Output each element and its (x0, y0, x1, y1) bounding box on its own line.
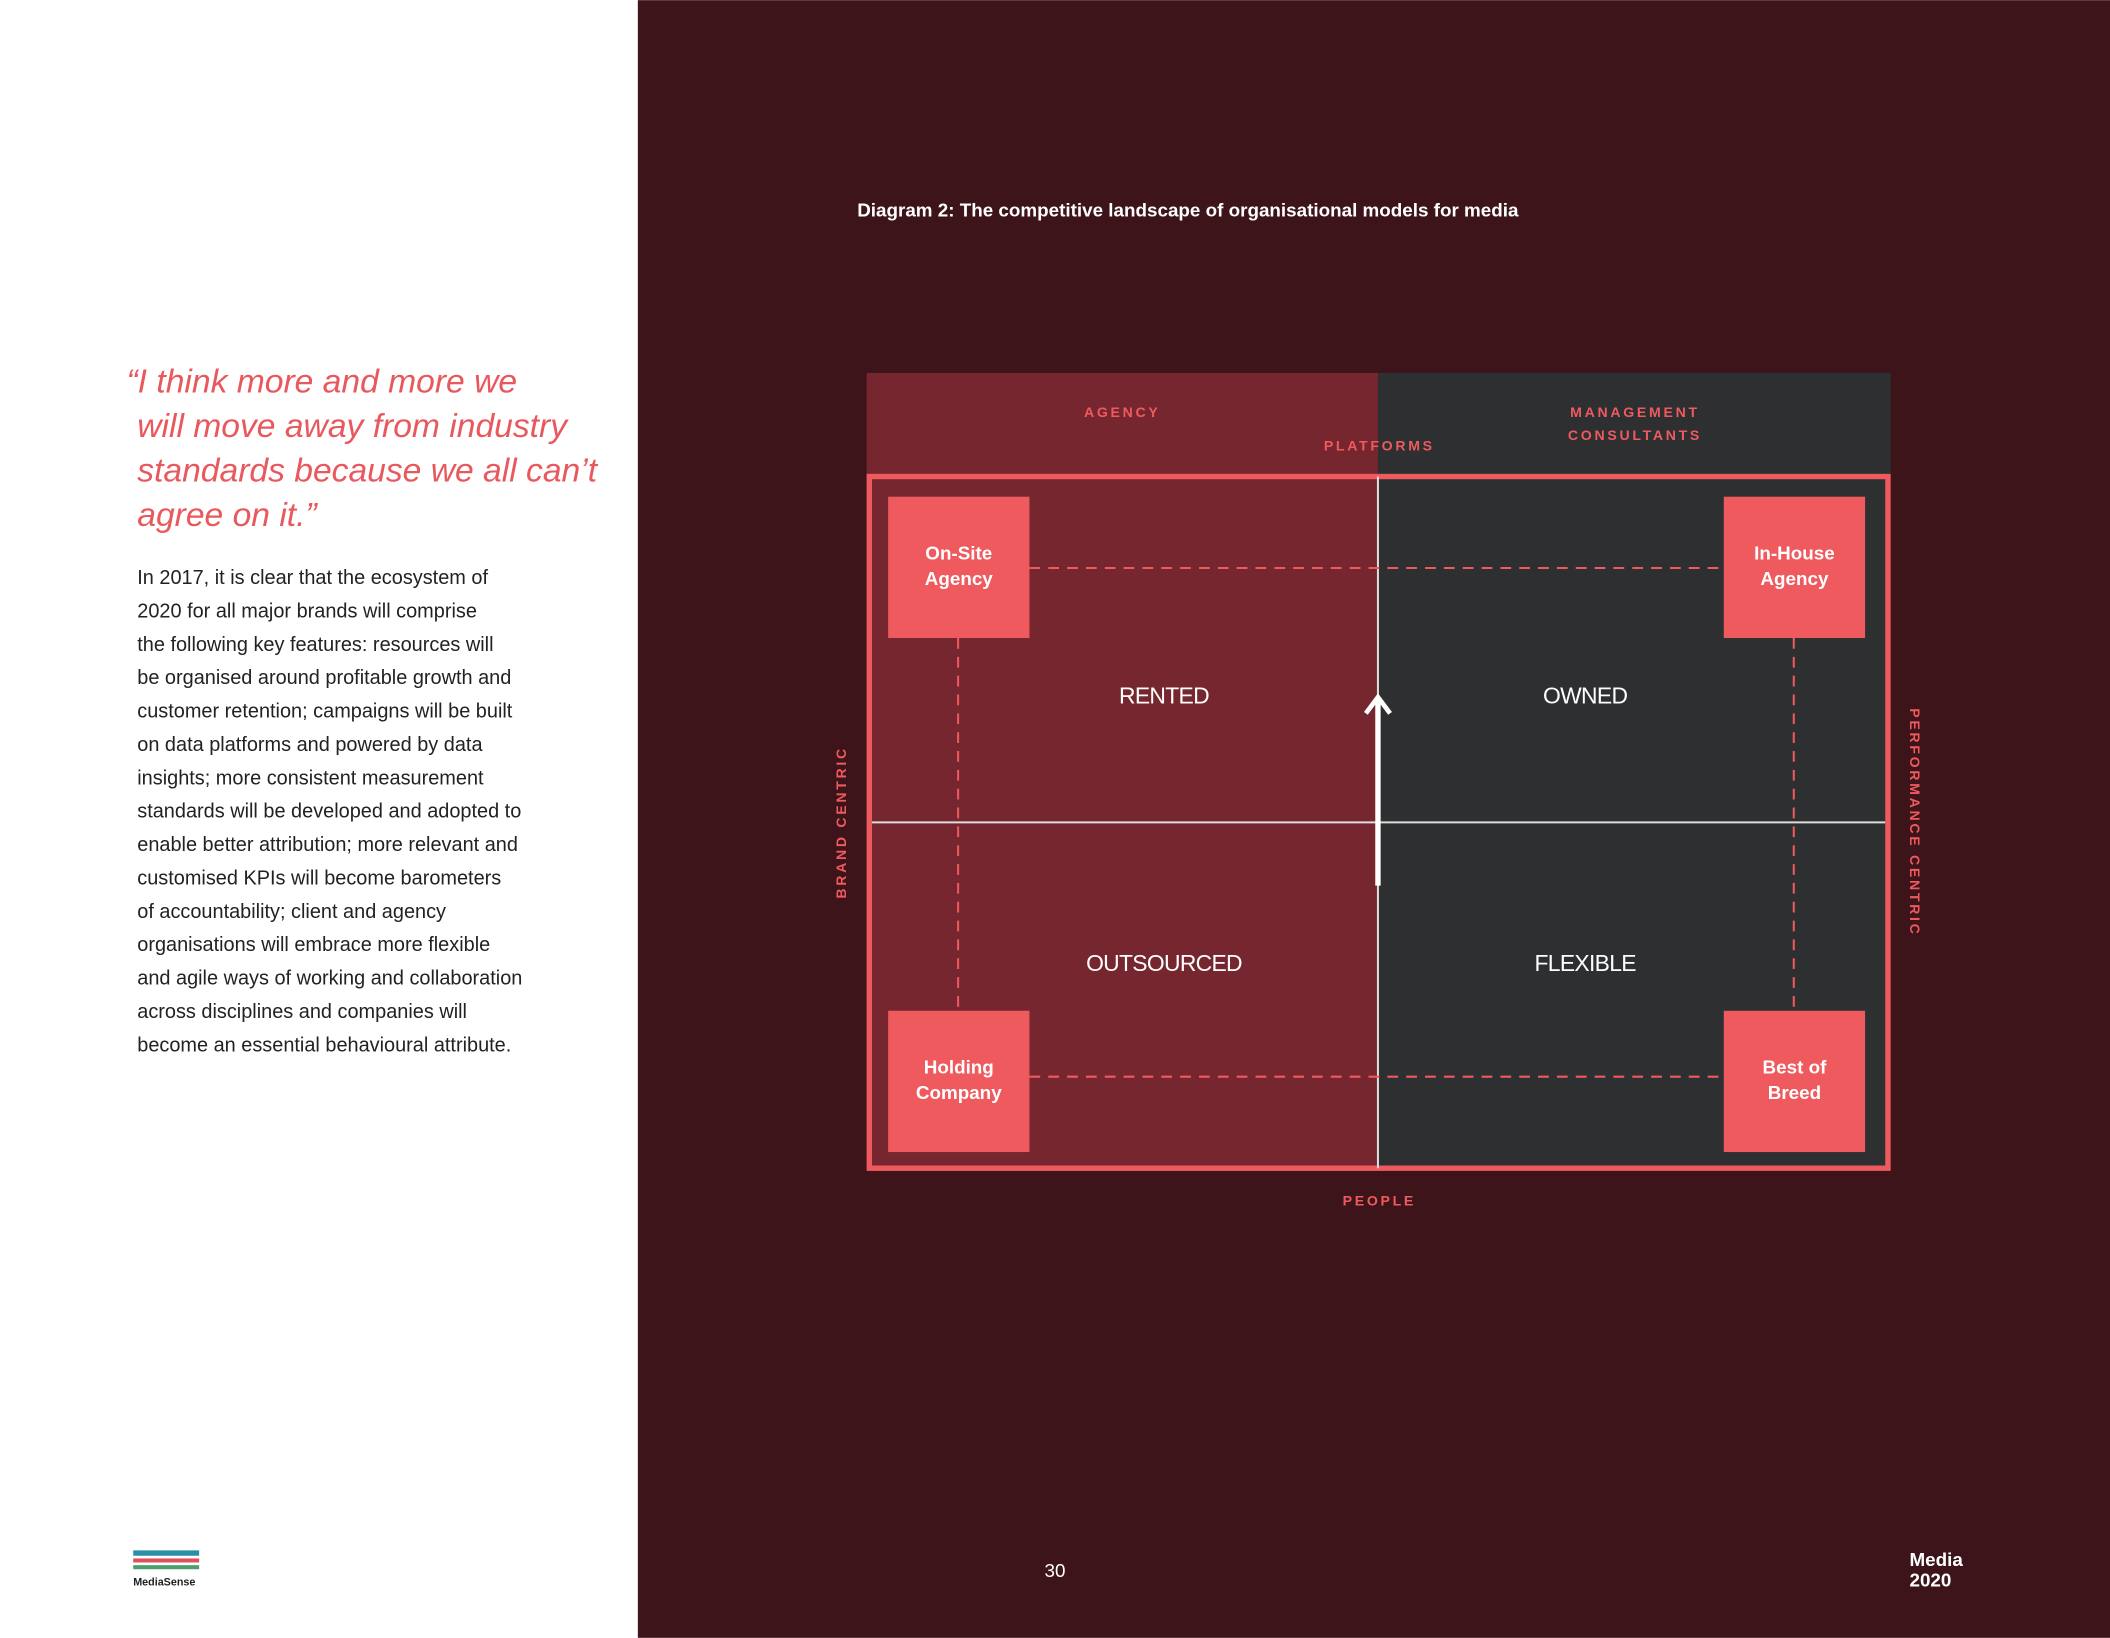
body-line: standards will be developed and adopted … (137, 801, 521, 823)
page-number: 30 (1045, 1560, 1066, 1581)
label-brand: BRAND CENTRIC (833, 746, 849, 899)
body-line: enable better attribution; more relevant… (137, 834, 518, 856)
label-performance: PERFORMANCE CENTRIC (1907, 708, 1923, 936)
quote-line: standards because we all can’t (137, 452, 598, 489)
corner-box (1723, 1010, 1866, 1153)
body-line: across disciplines and companies will (137, 1001, 467, 1023)
quadrant-label: OWNED (1543, 682, 1627, 708)
label-consultants: CONSULTANTS (1568, 427, 1702, 443)
corner-label: Agency (925, 568, 994, 589)
quote-line: “I think more and more we (126, 364, 517, 401)
left-panel (0, 0, 638, 1638)
body-text: In 2017, it is clear that the ecosystem … (137, 567, 522, 1056)
corner-label: Agency (1760, 568, 1829, 589)
body-line: organisations will embrace more flexible (137, 934, 490, 956)
label-platforms: PLATFORMS (1324, 438, 1435, 454)
corner-box (888, 1010, 1030, 1153)
body-line: customised KPIs will become barometers (137, 867, 501, 889)
body-line: 2020 for all major brands will comprise (137, 600, 477, 622)
body-line: on data platforms and powered by data (137, 734, 483, 756)
body-line: customer retention; campaigns will be bu… (137, 701, 513, 723)
corner-label: Company (916, 1082, 1002, 1103)
logo-stripe (133, 1558, 200, 1563)
label-consultants: MANAGEMENT (1570, 404, 1700, 420)
quadrant-label: RENTED (1119, 682, 1209, 708)
label-people: PEOPLE (1343, 1193, 1416, 1209)
body-line: of accountability; client and agency (137, 901, 446, 923)
logo-stripe (133, 1565, 200, 1570)
body-line: and agile ways of working and collaborat… (137, 968, 522, 990)
logo-stripe (133, 1550, 200, 1556)
quadrant-label: FLEXIBLE (1535, 950, 1637, 976)
brand: Media (1909, 1549, 1963, 1570)
corner-label: Breed (1768, 1082, 1821, 1103)
brand: 2020 (1909, 1569, 1951, 1590)
quote: “I think more and more we will move away … (126, 364, 598, 534)
quadrant-label: OUTSOURCED (1086, 950, 1242, 976)
label-agency: AGENCY (1084, 404, 1161, 420)
logo-text: MediaSense (133, 1577, 195, 1589)
body-line: the following key features: resources wi… (137, 634, 493, 656)
corner-box (888, 496, 1030, 639)
corner-label: On-Site (925, 543, 992, 564)
corner-box (1723, 496, 1866, 639)
corner-label: Best of (1763, 1057, 1828, 1078)
logo: MediaSense (133, 1550, 200, 1589)
quote-line: will move away from industry (137, 408, 569, 445)
body-line: In 2017, it is clear that the ecosystem … (137, 567, 488, 589)
corner-label: In-House (1754, 543, 1835, 564)
corner-label: Holding (924, 1057, 994, 1078)
diagram-title: Diagram 2: The competitive landscape of … (857, 199, 1519, 220)
arrow-head (1363, 693, 1392, 715)
corners: On-Site Agency In-House Agency Holding Compan… (888, 496, 1866, 1153)
quote-line: agree on it.” (137, 497, 318, 534)
body-line: insights; more consistent measurement (137, 767, 484, 789)
body-line: be organised around profitable growth an… (137, 667, 511, 689)
body-line: become an essential behavioural attribut… (137, 1034, 511, 1056)
